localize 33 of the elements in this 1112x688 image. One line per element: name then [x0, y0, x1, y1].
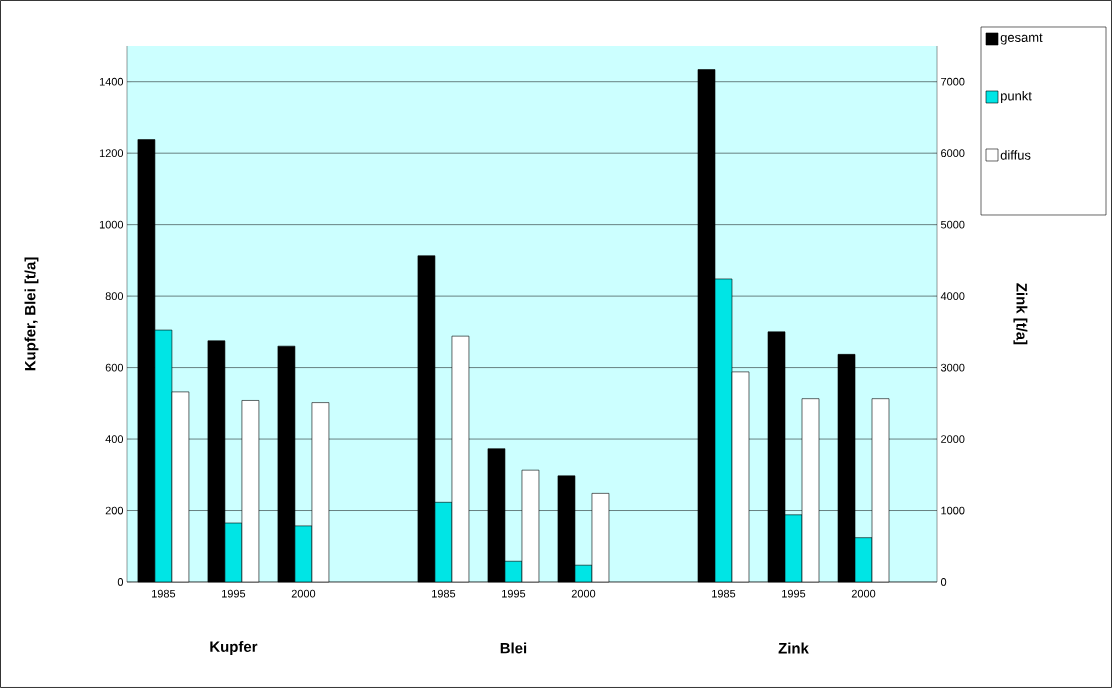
x-tick-label: 1995	[222, 589, 246, 598]
x-tick-label: 2000	[291, 589, 316, 598]
text: Zink	[778, 642, 809, 654]
text: Kupfer	[210, 641, 258, 655]
text: Blei	[500, 642, 527, 654]
x-tick-label: 2000	[571, 589, 596, 598]
y2-axis-title: Zink [t/a]	[1013, 283, 1028, 345]
y-tick-label: 1000	[99, 220, 124, 229]
x-tick-label: 1985	[152, 589, 176, 598]
y2-tick-label: 2000	[941, 435, 965, 443]
y2-tick-label: 4000	[940, 292, 965, 300]
y-tick-label: 200	[105, 506, 124, 515]
legend-label: punkt	[1001, 90, 1032, 104]
legend-label: gesamt	[1000, 33, 1043, 45]
x-tick-label: 1995	[502, 589, 526, 598]
y-tick-label: 1400	[99, 77, 124, 86]
y2-tick-label: 0	[940, 578, 947, 586]
x-tick-label: 2000	[851, 589, 876, 598]
x-tick-label: 1985	[712, 589, 736, 598]
y2-tick-label: 7000	[941, 77, 965, 86]
y-tick-label: 600	[105, 363, 124, 372]
y-tick-label: 800	[105, 292, 124, 300]
y-axis-title: Kupfer, Blei [t/a]	[24, 257, 39, 371]
y2-tick-label: 5000	[940, 220, 965, 229]
y-tick-label: 400	[105, 435, 124, 443]
legend-label: diffus	[1000, 150, 1031, 160]
y2-tick-label: 3000	[940, 363, 965, 372]
y-tick-label: 0	[117, 578, 124, 586]
x-tick-label: 1995	[782, 589, 806, 598]
x-tick-label: 1985	[432, 589, 456, 598]
y-tick-label: 1200	[99, 149, 124, 158]
y2-tick-label: 6000	[941, 149, 965, 158]
y2-tick-label: 1000	[941, 506, 965, 515]
